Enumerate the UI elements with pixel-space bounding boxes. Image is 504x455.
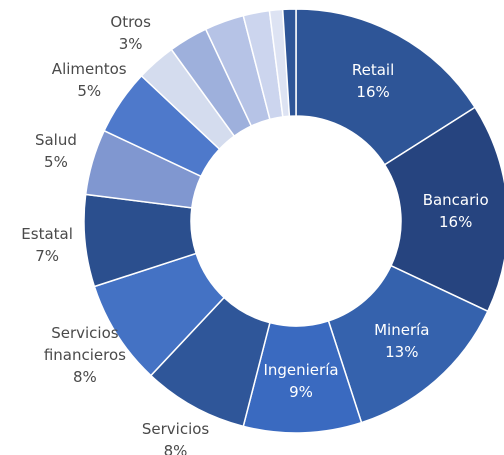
category-label: Bancario [422, 190, 489, 209]
value-label: 13% [385, 343, 419, 362]
slice-label: Otros 3% [110, 11, 151, 55]
value-label: 16% [438, 212, 473, 231]
value-label: 3% [118, 35, 143, 54]
category-label: Alimentos [51, 60, 127, 79]
donut-slice [383, 106, 504, 313]
category-label: Servicios [141, 420, 210, 439]
category-label: Estatal [21, 224, 73, 243]
value-label: 16% [356, 82, 390, 101]
value-label: 8% [73, 367, 97, 386]
donut-slice [295, 8, 477, 166]
slice-label: Salud 5% [35, 129, 77, 173]
slice-label: Servicios financieros 8% [35, 322, 135, 388]
value-label: 8% [163, 442, 188, 455]
slice-label: Bancario 16% [423, 189, 489, 233]
category-label: Salud [34, 131, 77, 150]
value-label: 9% [289, 382, 313, 401]
slice-label: Retail 16% [352, 59, 394, 103]
slice-label: Alimentos 5% [52, 58, 127, 102]
slice-label: Servicios 8% [142, 418, 209, 455]
category-label: Retail [351, 60, 395, 79]
slice-label: Ingeniería 9% [263, 359, 338, 403]
value-label: 5% [44, 153, 68, 172]
category-label: Servicios financieros [43, 323, 126, 364]
value-label: 5% [77, 82, 102, 101]
slice-label: Estatal 7% [21, 223, 73, 267]
category-label: Otros [110, 13, 151, 32]
value-label: 7% [35, 246, 60, 265]
donut-slice [281, 8, 297, 118]
slice-label: Minería 13% [374, 319, 429, 363]
category-label: Minería [374, 321, 430, 340]
category-label: Ingeniería [263, 360, 339, 379]
